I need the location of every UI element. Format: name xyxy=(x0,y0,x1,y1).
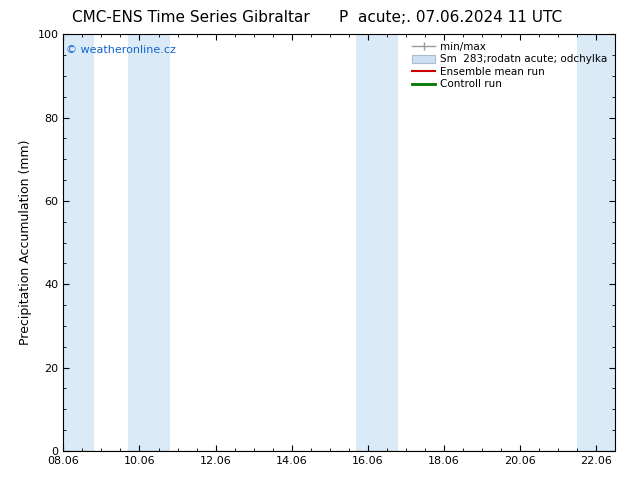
Legend: min/max, Sm  283;rodatn acute; odchylka, Ensemble mean run, Controll run: min/max, Sm 283;rodatn acute; odchylka, … xyxy=(410,40,610,92)
Text: © weatheronline.cz: © weatheronline.cz xyxy=(66,45,176,55)
Text: CMC-ENS Time Series Gibraltar      P  acute;. 07.06.2024 11 UTC: CMC-ENS Time Series Gibraltar P acute;. … xyxy=(72,10,562,25)
Bar xyxy=(56,34,94,451)
Bar xyxy=(128,34,170,451)
Y-axis label: Precipitation Accumulation (mm): Precipitation Accumulation (mm) xyxy=(19,140,32,345)
Bar xyxy=(356,34,398,451)
Bar xyxy=(577,34,619,451)
